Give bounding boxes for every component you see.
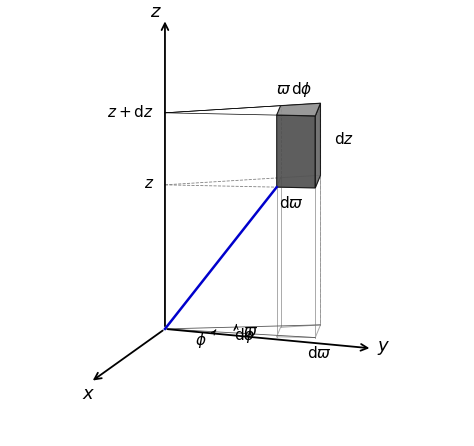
Text: $z$: $z$	[144, 177, 154, 191]
Text: $z$: $z$	[150, 3, 162, 21]
Polygon shape	[277, 115, 315, 188]
Text: $\mathrm{d}\varpi$: $\mathrm{d}\varpi$	[307, 344, 331, 360]
Polygon shape	[277, 103, 320, 116]
Polygon shape	[315, 103, 320, 188]
Text: $\mathrm{d}\phi$: $\mathrm{d}\phi$	[234, 326, 255, 344]
Text: $\mathrm{d}z$: $\mathrm{d}z$	[334, 131, 354, 147]
Text: $y$: $y$	[377, 339, 390, 357]
Text: $x$: $x$	[82, 385, 95, 403]
Text: $\varpi\,\mathrm{d}\phi$: $\varpi\,\mathrm{d}\phi$	[276, 80, 312, 99]
Text: $\varpi$: $\varpi$	[244, 325, 258, 339]
Text: $\phi$: $\phi$	[195, 331, 206, 351]
Text: $\mathrm{d}\varpi$: $\mathrm{d}\varpi$	[279, 195, 304, 211]
Text: $z+\mathrm{d}z$: $z+\mathrm{d}z$	[107, 103, 154, 120]
